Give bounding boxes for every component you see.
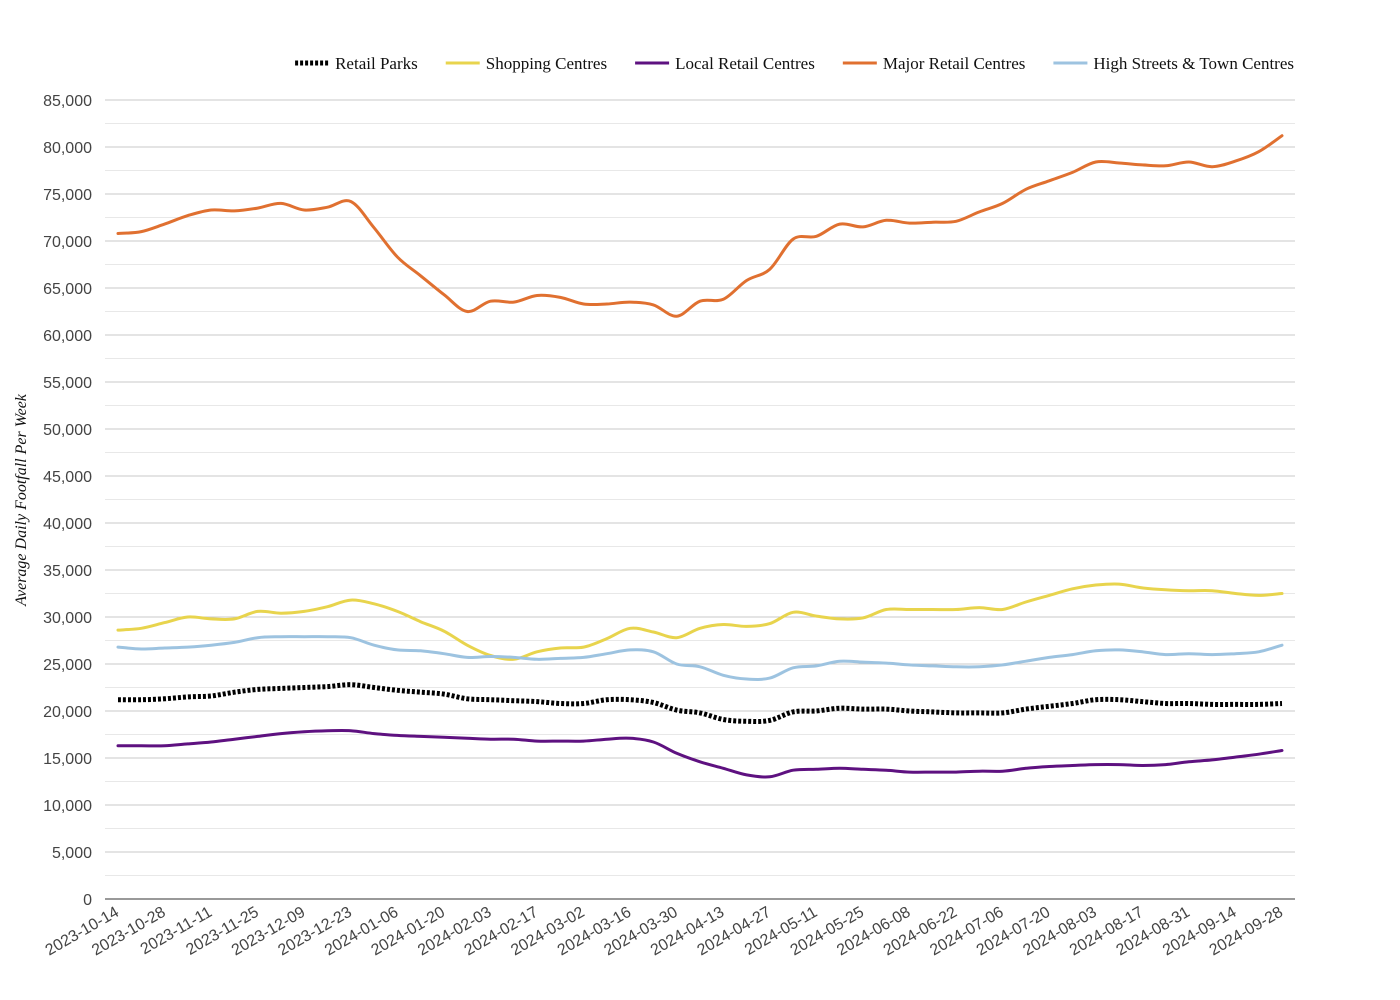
y-tick-label: 15,000 <box>43 751 92 768</box>
y-tick-label: 50,000 <box>43 422 92 439</box>
series-line-local-retail-centres <box>116 728 1284 779</box>
y-tick-label: 35,000 <box>43 563 92 580</box>
y-axis-tick-labels: 0 5,000 10,000 15,000 20,000 25,000 30,000 35,0… <box>43 93 92 909</box>
series-lines <box>116 134 1284 779</box>
y-tick-label: 60,000 <box>43 328 92 345</box>
y-tick-label: 85,000 <box>43 93 92 110</box>
y-tick-label: 30,000 <box>43 610 92 627</box>
legend-label: Major Retail Centres <box>883 54 1026 73</box>
y-tick-label: 10,000 <box>43 798 92 815</box>
series-line-shopping-centres <box>116 582 1284 661</box>
legend-item-shopping-centres: Shopping Centres <box>445 54 607 73</box>
legend-item-retail-parks: Retail Parks <box>295 54 418 73</box>
y-tick-label: 0 <box>83 892 92 909</box>
legend-label: Shopping Centres <box>486 54 607 73</box>
y-tick-label: 45,000 <box>43 469 92 486</box>
y-tick-label: 55,000 <box>43 375 92 392</box>
gridlines <box>105 99 1295 876</box>
legend-label: Retail Parks <box>335 54 418 73</box>
series-line-major-retail-centres <box>116 134 1284 318</box>
legend-item-major-retail-centres: Major Retail Centres <box>842 54 1026 73</box>
legend: Retail Parks Shopping Centres Local Retail… <box>295 54 1294 73</box>
y-tick-label: 75,000 <box>43 187 92 204</box>
y-tick-label: 65,000 <box>43 281 92 298</box>
legend-label: High Streets & Town Centres <box>1093 54 1294 73</box>
y-tick-label: 5,000 <box>52 845 92 862</box>
x-axis-tick-labels: 2023-10-142023-10-282023-11-112023-11-25… <box>43 904 1286 960</box>
y-axis-title: Average Daily Footfall Per Week <box>13 393 30 607</box>
y-tick-label: 20,000 <box>43 704 92 721</box>
series-line-high-streets-and-town-centres <box>116 635 1284 681</box>
legend-label: Local Retail Centres <box>675 54 815 73</box>
y-tick-label: 70,000 <box>43 234 92 251</box>
series-line-retail-parks <box>117 682 1283 725</box>
legend-item-high-streets-and-town-centres: High Streets & Town Centres <box>1053 54 1294 73</box>
legend-item-local-retail-centres: Local Retail Centres <box>635 54 815 73</box>
y-tick-label: 40,000 <box>43 516 92 533</box>
y-tick-label: 80,000 <box>43 140 92 157</box>
y-tick-label: 25,000 <box>43 657 92 674</box>
